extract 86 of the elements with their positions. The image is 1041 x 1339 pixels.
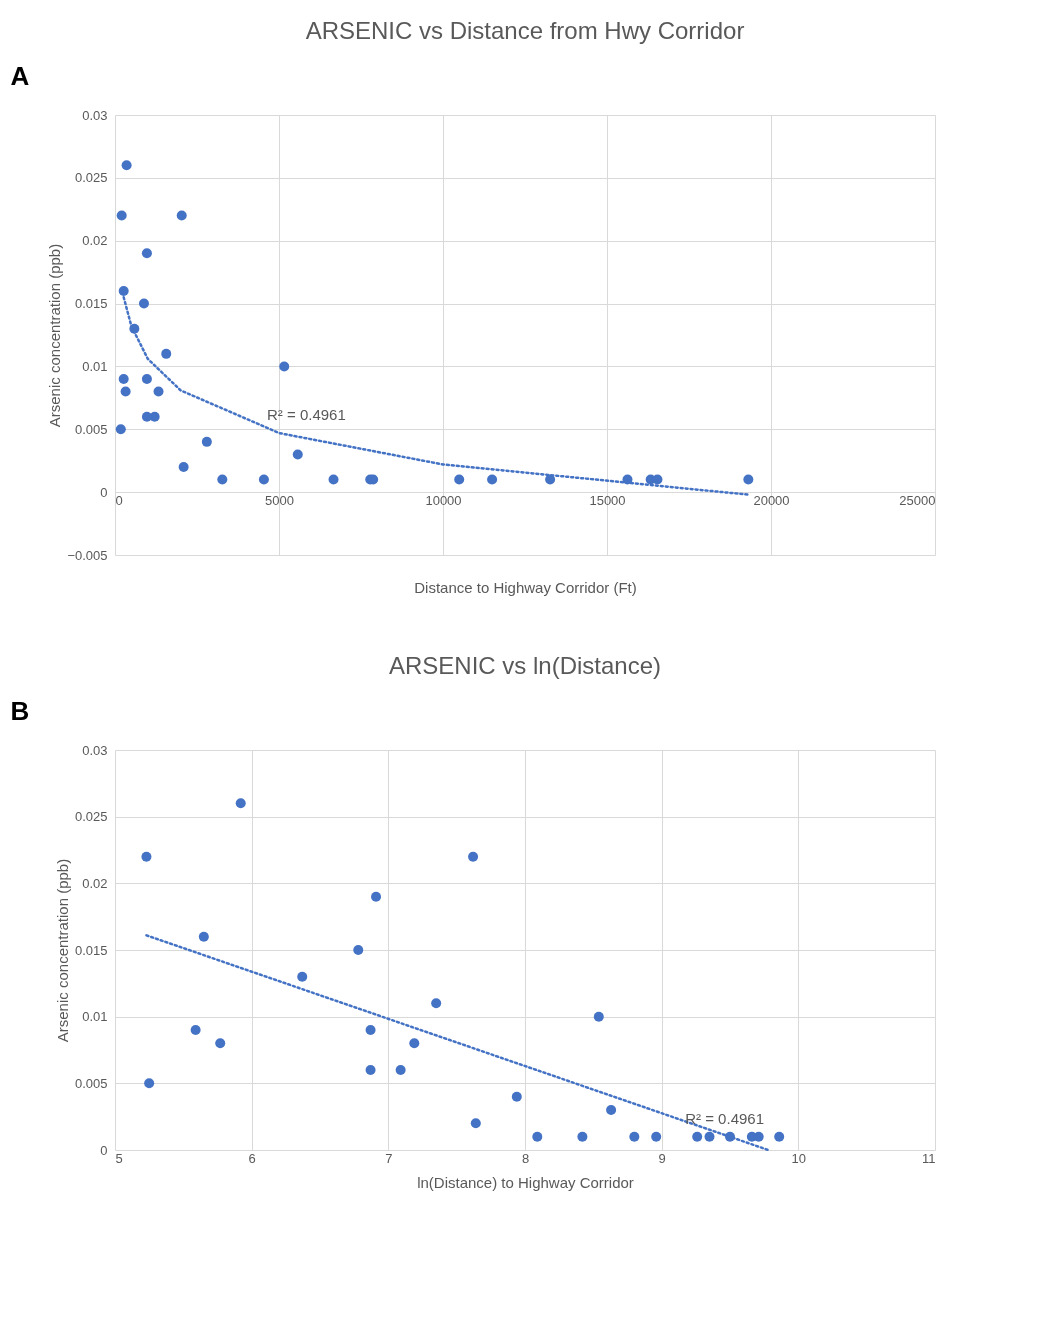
point (141, 248, 152, 259)
x-axis-title: Distance to Highway Corridor (Ft) (414, 578, 637, 596)
point (161, 348, 172, 359)
x-tick-label: 8 (521, 1150, 530, 1166)
point (297, 971, 308, 982)
x-tick-label: 6 (248, 1150, 256, 1166)
x-tick-label: 11 (922, 1150, 936, 1166)
point (774, 1131, 785, 1142)
point (292, 449, 303, 460)
point (139, 298, 149, 309)
y-tick-label: 0.02 (82, 875, 108, 891)
point (651, 1131, 662, 1142)
point (629, 1131, 640, 1142)
annotation: R² = 0.4961 (685, 1109, 765, 1127)
point (116, 210, 127, 221)
x-tick-label: 9 (658, 1150, 666, 1166)
point (153, 386, 164, 397)
x-tick-label: 0 (115, 492, 123, 508)
y-tick-label: 0.005 (74, 421, 108, 437)
text: B (10, 696, 30, 726)
y-tick-label: 0.01 (82, 358, 108, 374)
y-tick-label: 0.02 (82, 233, 108, 249)
point (692, 1131, 703, 1142)
point (279, 361, 290, 372)
point (511, 1091, 522, 1102)
point (487, 474, 498, 485)
point (365, 1065, 376, 1075)
x-axis-title: ln(Distance) to Highway Corridor (417, 1173, 634, 1191)
point (115, 424, 126, 435)
y-tick-label: 0.01 (82, 1009, 108, 1025)
point (141, 374, 152, 384)
y-axis-title: Arsenic concentration (ppb) (46, 243, 64, 428)
point (176, 210, 187, 221)
point (606, 1105, 617, 1115)
x-tick-label: 20000 (753, 492, 790, 508)
y-tick-label: 0.005 (74, 1075, 108, 1091)
point (409, 1038, 420, 1049)
point (593, 1011, 604, 1022)
point (395, 1065, 406, 1075)
point (144, 1078, 155, 1089)
point (328, 474, 339, 485)
y-axis-title: Arsenic concentration (ppb) (53, 858, 71, 1043)
point (121, 160, 132, 171)
point (454, 474, 465, 485)
point (577, 1131, 588, 1142)
y-tick-label: −0.005 (67, 547, 108, 563)
y-tick-label: 0.03 (82, 742, 108, 758)
chart-title: ARSENIC vs ln(Distance) (388, 652, 662, 679)
point (235, 798, 246, 809)
point (431, 998, 442, 1009)
annotation: R² = 0.4961 (267, 406, 346, 424)
text: A (10, 61, 30, 91)
point (365, 1025, 376, 1035)
y-tick-label: 0.015 (74, 296, 108, 312)
x-tick-label: 25000 (899, 492, 936, 508)
point (118, 374, 129, 384)
x-tick-label: 15000 (589, 492, 626, 508)
point (743, 474, 754, 485)
x-tick-label: 10 (791, 1150, 807, 1166)
point (545, 474, 556, 485)
point (470, 1118, 481, 1129)
point (704, 1131, 715, 1142)
point (371, 891, 382, 902)
point (258, 474, 269, 485)
point (120, 386, 131, 397)
point (141, 851, 152, 862)
point (149, 411, 160, 422)
point (190, 1025, 201, 1035)
point (178, 462, 189, 472)
point (215, 1038, 226, 1049)
x-tick-label: 5 (115, 1150, 123, 1166)
point (201, 436, 212, 447)
point (532, 1131, 543, 1142)
y-tick-label: 0.015 (74, 942, 108, 958)
y-tick-label: 0.03 (82, 107, 108, 123)
point (118, 286, 129, 296)
chart-title: ARSENIC vs Distance from Hwy Corridor (305, 17, 745, 44)
x-tick-label: 7 (385, 1150, 393, 1166)
point (217, 474, 228, 485)
y-tick-label: 0.025 (74, 809, 108, 825)
point (468, 851, 479, 862)
point (198, 931, 209, 942)
x-tick-label: 10000 (425, 492, 462, 508)
x-tick-label: 5000 (265, 492, 294, 508)
point (353, 945, 364, 955)
y-tick-label: 0.025 (74, 170, 108, 186)
